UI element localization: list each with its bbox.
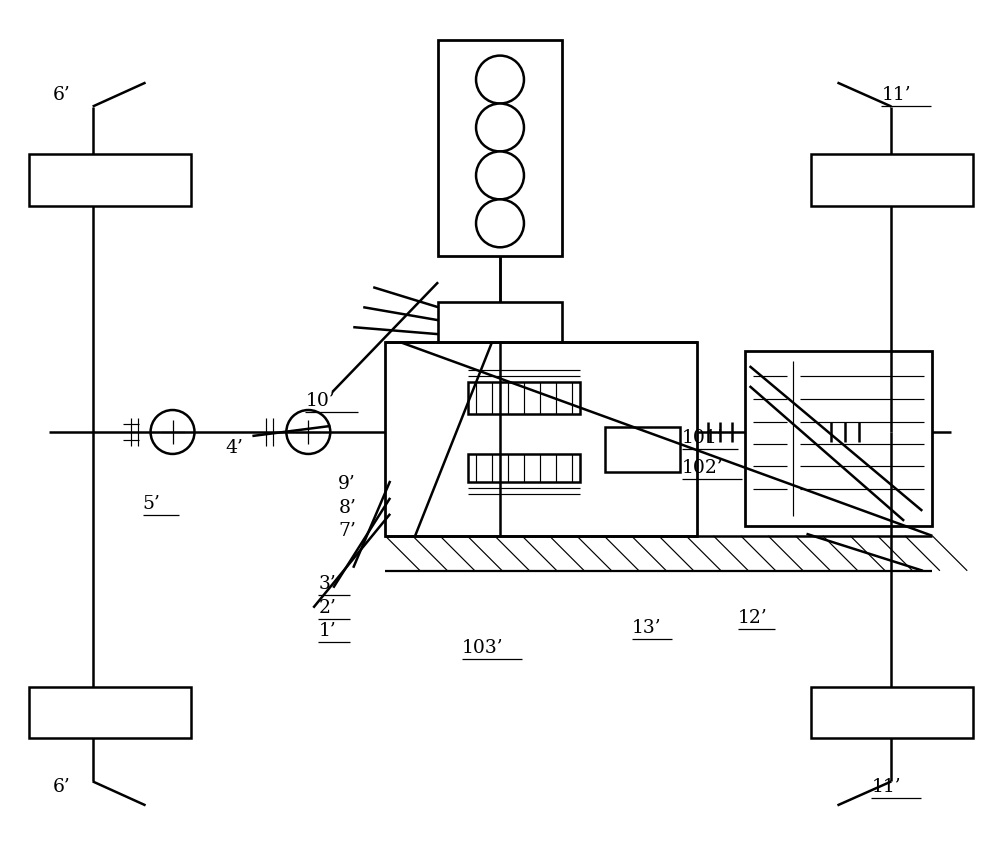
Text: 101’: 101’ [682,429,723,446]
Text: 7’: 7’ [338,522,356,539]
Text: 2’: 2’ [318,598,336,616]
Bar [438,41,562,257]
Text: 4’: 4’ [225,438,243,457]
Bar [29,687,191,738]
Text: 6’: 6’ [53,85,70,104]
Bar [468,382,580,414]
Text: 10’: 10’ [305,392,335,409]
Text: 3’: 3’ [318,574,336,592]
Text: 12’: 12’ [738,608,767,626]
Bar [29,155,191,207]
Text: 102’: 102’ [682,458,723,476]
Circle shape [476,105,524,152]
Circle shape [476,57,524,105]
Text: 6’: 6’ [53,777,70,795]
Bar [438,303,562,343]
Text: 9’: 9’ [338,474,356,492]
Text: 5’: 5’ [143,495,160,512]
Text: 103’: 103’ [462,638,504,656]
Text: 11’: 11’ [881,85,911,104]
Text: 11’: 11’ [871,777,901,795]
Bar [468,454,580,482]
Bar [811,155,973,207]
Circle shape [476,152,524,200]
Text: 8’: 8’ [338,498,356,517]
Bar [605,427,680,473]
Circle shape [286,410,330,454]
Bar [385,343,697,536]
Bar [745,352,932,526]
Circle shape [151,410,195,454]
Bar [811,687,973,738]
Text: 1’: 1’ [318,621,336,639]
Text: 13’: 13’ [632,618,661,636]
Circle shape [476,200,524,248]
